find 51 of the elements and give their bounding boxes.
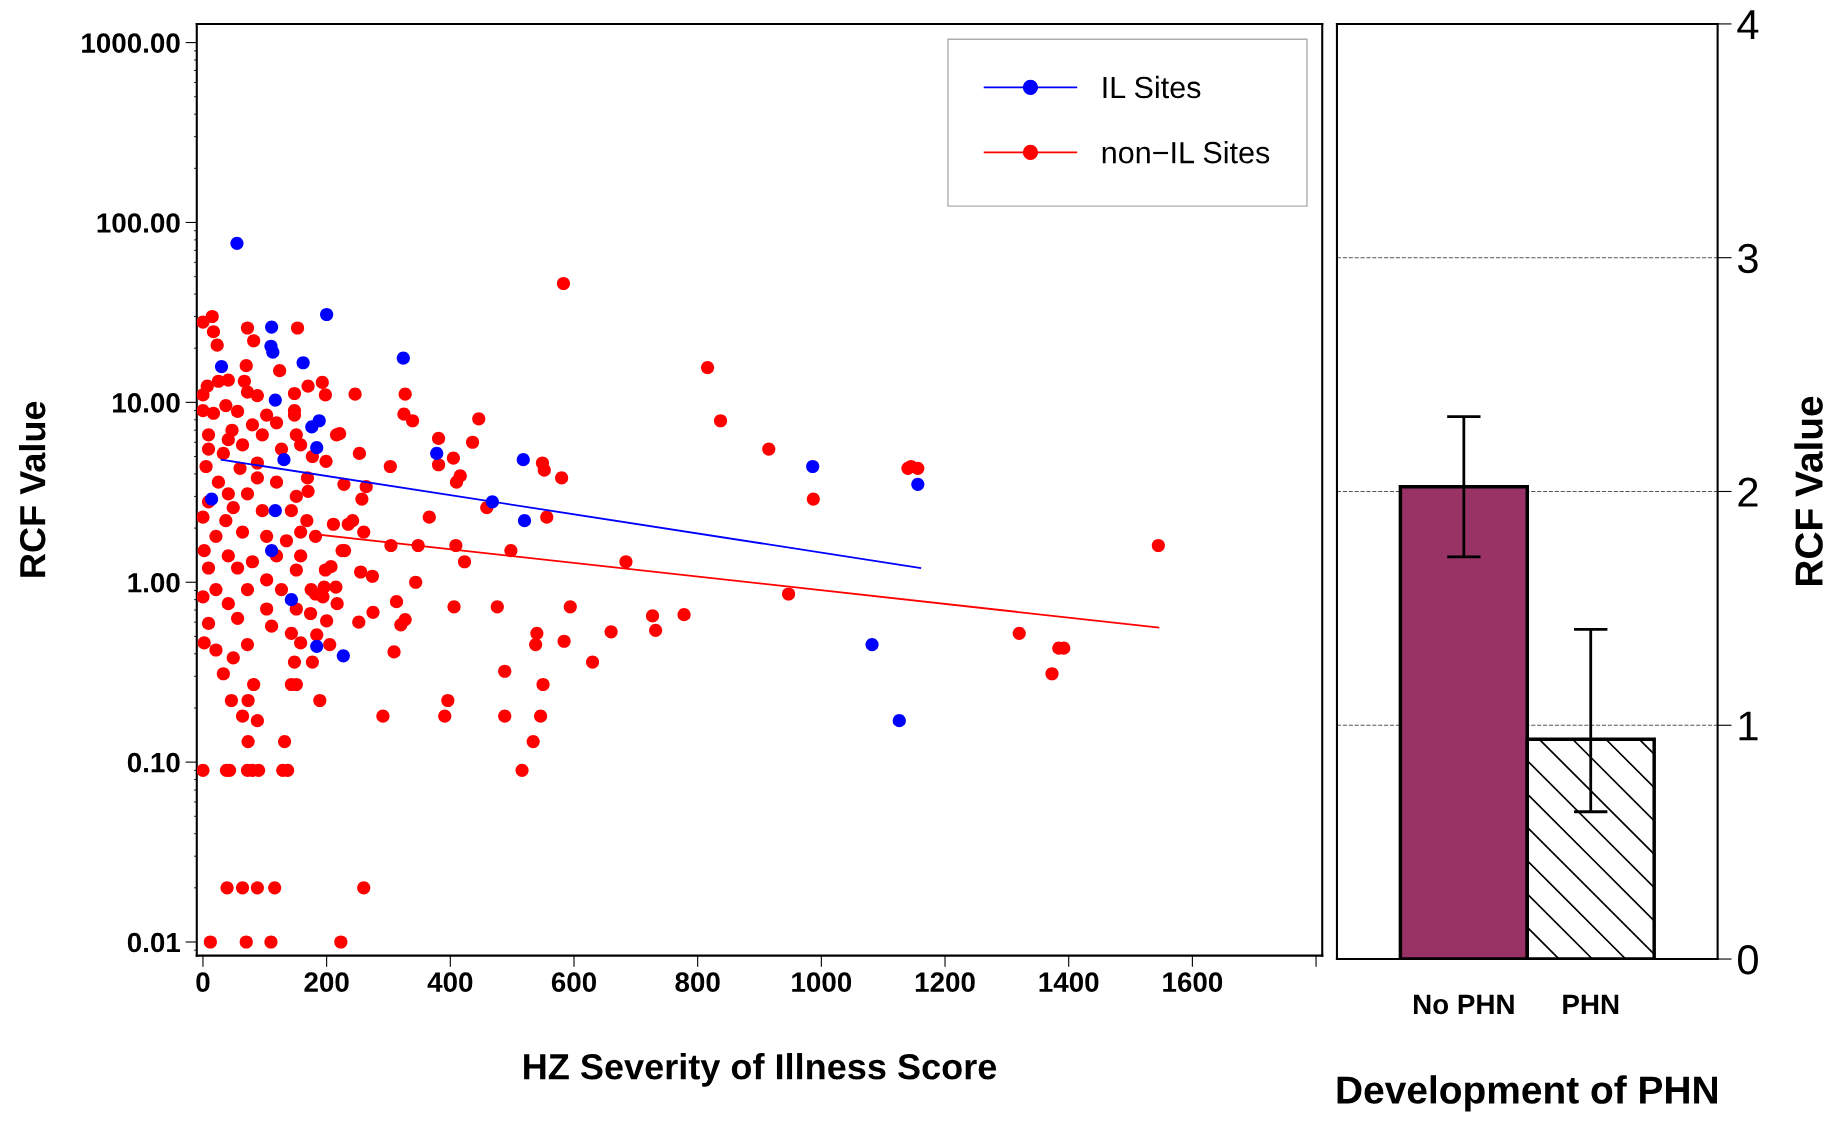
y-tick-label: 1	[1739, 711, 1758, 741]
x-tick-label: 1200	[915, 972, 975, 992]
x-tick-label: 0	[196, 972, 210, 992]
y-tick-label: 1000.00	[82, 33, 180, 53]
point	[516, 453, 530, 467]
y-tick-label: 10.00	[113, 393, 180, 413]
point	[865, 638, 879, 652]
point	[268, 504, 282, 518]
point	[310, 441, 324, 455]
y-tick-label: 4	[1737, 10, 1759, 40]
point	[284, 593, 298, 607]
point	[320, 307, 334, 322]
y-tick-label: 3	[1737, 243, 1758, 274]
y-tick-label: 2	[1738, 477, 1758, 507]
x-tick-label: No PHN	[1414, 994, 1514, 1015]
point	[277, 453, 291, 467]
y-tick-label: 0.01	[127, 932, 181, 953]
point	[517, 514, 532, 528]
point	[806, 459, 820, 474]
point	[265, 320, 279, 334]
point	[296, 356, 310, 370]
point	[336, 649, 350, 663]
point	[266, 345, 280, 359]
y-axis-title: RCF Value	[18, 401, 46, 577]
x-tick-label: 1600	[1163, 972, 1223, 992]
y2-axis-title: RCF Value	[1794, 396, 1823, 586]
point	[911, 477, 925, 491]
point	[430, 446, 444, 461]
x-axis-title: Development of PHN	[1337, 1075, 1717, 1112]
point	[265, 543, 279, 558]
point	[305, 420, 319, 434]
legend-label: non−IL Sites	[1102, 141, 1270, 164]
x-tick-label: 600	[551, 972, 597, 992]
y-tick-label: 1.00	[128, 572, 180, 593]
x-tick-label: PHN	[1563, 994, 1619, 1014]
x-tick-label: 1400	[1039, 972, 1099, 992]
point	[892, 714, 906, 728]
point	[310, 639, 324, 653]
point	[396, 351, 410, 365]
x-tick-label: 200	[304, 972, 349, 992]
point	[268, 393, 282, 407]
x-tick-label: 800	[675, 972, 720, 992]
legend-label: IL Sites	[1103, 75, 1201, 99]
y-tick-label: 100.00	[97, 213, 180, 233]
y-tick-label: 0.10	[127, 752, 180, 773]
x-tick-label: 1000	[792, 972, 852, 992]
x-axis-title: HZ Severity of Illness Score	[524, 1053, 997, 1087]
point	[214, 360, 229, 374]
point	[230, 236, 244, 250]
x-tick-label: 400	[427, 972, 473, 992]
point	[205, 492, 219, 506]
